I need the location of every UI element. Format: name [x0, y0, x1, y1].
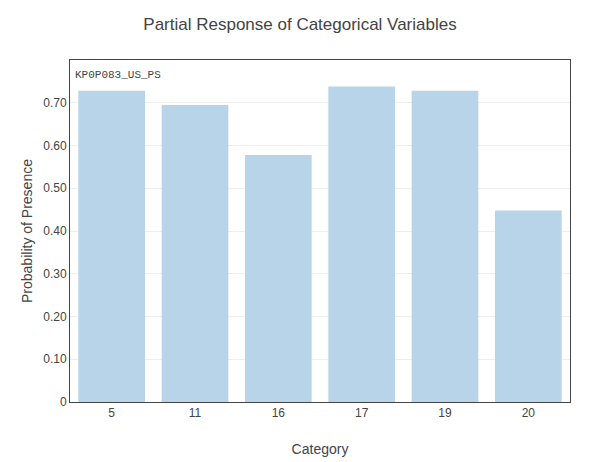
svg-text:5: 5: [108, 406, 115, 420]
svg-text:16: 16: [272, 406, 286, 420]
svg-text:0: 0: [60, 395, 67, 409]
svg-text:0.10: 0.10: [43, 352, 67, 366]
svg-text:Category: Category: [292, 441, 349, 457]
svg-text:20: 20: [522, 406, 536, 420]
svg-text:19: 19: [438, 406, 452, 420]
svg-text:0.40: 0.40: [43, 224, 67, 238]
svg-text:Partial Response of Categorica: Partial Response of Categorical Variable…: [143, 15, 456, 34]
svg-text:0.30: 0.30: [43, 267, 67, 281]
svg-text:11: 11: [189, 406, 202, 420]
svg-text:0.20: 0.20: [43, 310, 67, 324]
svg-text:0.50: 0.50: [43, 181, 67, 195]
svg-text:0.70: 0.70: [43, 96, 67, 110]
svg-text:0.60: 0.60: [43, 139, 67, 153]
svg-text:Probability of Presence: Probability of Presence: [19, 159, 35, 303]
svg-text:17: 17: [355, 406, 369, 420]
svg-text:KP0P083_US_PS: KP0P083_US_PS: [75, 69, 161, 81]
